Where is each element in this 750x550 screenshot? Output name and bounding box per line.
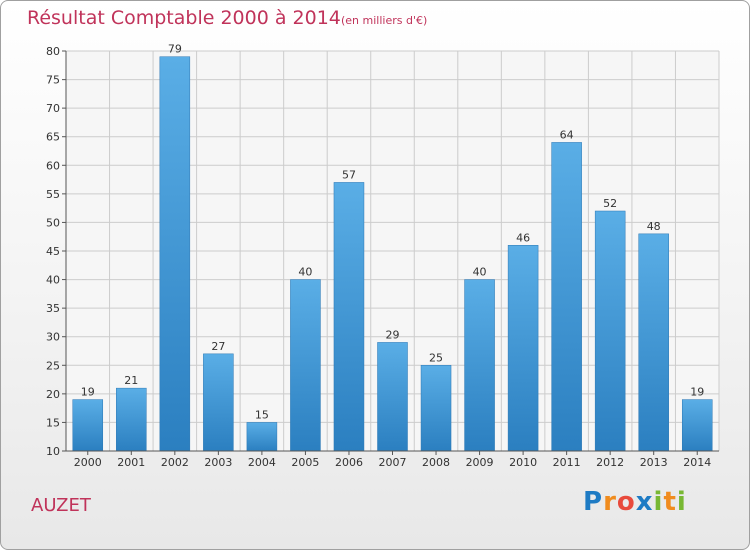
logo-letter: o <box>616 487 636 517</box>
data-label-2012: 52 <box>603 197 617 210</box>
x-tick-label-2003: 2003 <box>204 456 232 469</box>
y-tick-label: 20 <box>46 388 60 401</box>
x-tick-label-2012: 2012 <box>596 456 624 469</box>
data-label-2003: 27 <box>211 340 225 353</box>
bar-2001 <box>116 387 147 452</box>
logo-letter: i <box>653 487 664 517</box>
bar-2003 <box>203 353 234 452</box>
data-label-2009: 40 <box>473 266 487 279</box>
data-label-2005: 40 <box>298 266 312 279</box>
x-tick-label-2013: 2013 <box>640 456 668 469</box>
y-tick-label: 75 <box>46 74 60 87</box>
data-label-2000: 19 <box>81 386 95 399</box>
y-tick-label: 25 <box>46 359 60 372</box>
y-tick-label: 45 <box>46 245 60 258</box>
bar-2007 <box>377 342 408 452</box>
place-name: AUZET <box>31 495 91 516</box>
x-tick-label-2011: 2011 <box>553 456 581 469</box>
bar-2004 <box>246 422 278 452</box>
y-tick-label: 40 <box>46 274 60 287</box>
x-tick-label-2007: 2007 <box>379 456 407 469</box>
logo-letter: r <box>603 487 617 517</box>
y-tick-label: 65 <box>46 131 60 144</box>
x-tick-label-2004: 2004 <box>248 456 276 469</box>
bar-2013 <box>638 233 669 452</box>
bar-2011 <box>551 142 582 452</box>
data-label-2004: 15 <box>255 408 269 421</box>
data-label-2001: 21 <box>124 374 138 387</box>
y-tick-label: 55 <box>46 188 60 201</box>
data-label-2013: 48 <box>647 220 661 233</box>
y-tick-label: 30 <box>46 331 60 344</box>
bar-2006 <box>333 182 365 452</box>
x-tick-label-2005: 2005 <box>291 456 319 469</box>
chart-title: Résultat Comptable 2000 à 2014 <box>27 7 341 29</box>
y-tick-label: 15 <box>46 416 60 429</box>
data-label-2010: 46 <box>516 231 530 244</box>
logo-letter: i <box>676 487 687 517</box>
x-tick-label-2014: 2014 <box>683 456 711 469</box>
proxiti-logo: Proxiti <box>583 487 687 517</box>
y-tick-label: 10 <box>46 445 60 458</box>
bar-2008 <box>420 365 452 452</box>
logo-letter: t <box>663 487 677 517</box>
data-label-2008: 25 <box>429 351 443 364</box>
logo-letter: P <box>583 487 604 517</box>
y-tick-label: 70 <box>46 102 60 115</box>
bar-2009 <box>464 279 495 452</box>
x-tick-label-2000: 2000 <box>74 456 102 469</box>
y-tick-label: 80 <box>46 45 60 58</box>
data-label-2014: 19 <box>690 386 704 399</box>
x-tick-label-2002: 2002 <box>161 456 189 469</box>
data-label-2007: 29 <box>386 328 400 341</box>
bar-2014 <box>681 399 713 452</box>
x-tick-label-2010: 2010 <box>509 456 537 469</box>
data-label-2002: 79 <box>168 43 182 56</box>
data-label-2006: 57 <box>342 168 356 181</box>
x-tick-label-2001: 2001 <box>117 456 145 469</box>
chart-subtitle: (en milliers d'€) <box>341 14 428 27</box>
data-label-2011: 64 <box>560 128 574 141</box>
y-tick-label: 50 <box>46 216 60 229</box>
bar-2000 <box>72 399 104 452</box>
logo-letter: x <box>635 487 654 517</box>
y-tick-label: 60 <box>46 159 60 172</box>
bar-2005 <box>290 279 321 452</box>
bar-2012 <box>594 210 626 452</box>
x-tick-label-2006: 2006 <box>335 456 363 469</box>
bar-2010 <box>507 245 539 452</box>
bar-2002 <box>159 56 191 452</box>
x-tick-label-2009: 2009 <box>466 456 494 469</box>
x-tick-label-2008: 2008 <box>422 456 450 469</box>
y-tick-label: 35 <box>46 302 60 315</box>
